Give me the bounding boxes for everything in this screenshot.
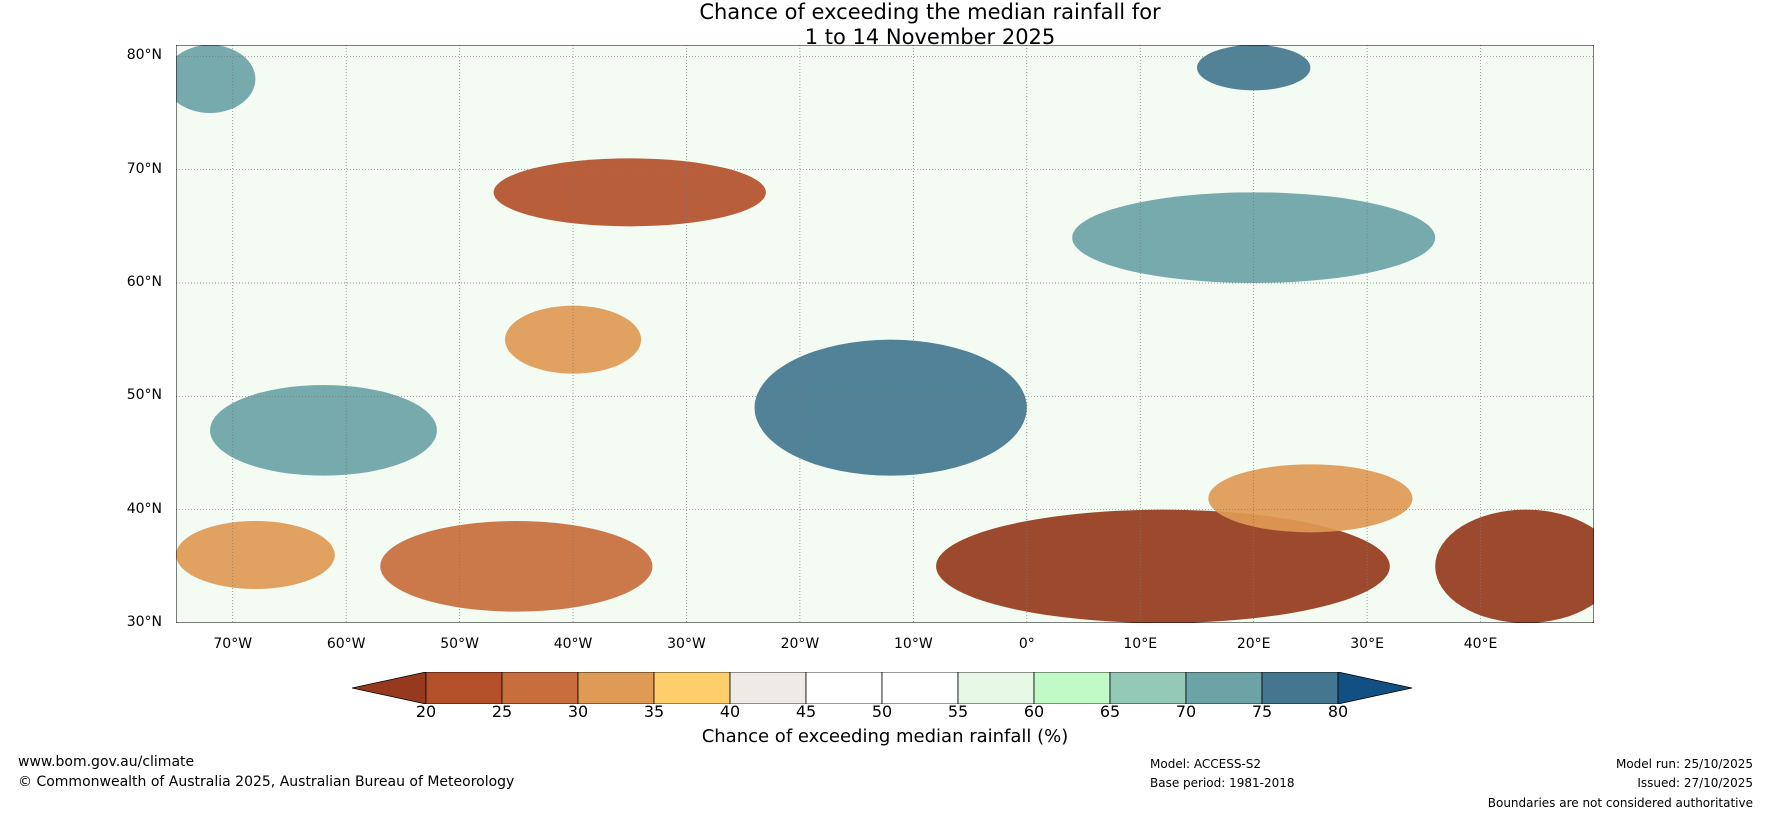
graticule <box>176 45 1594 623</box>
map-background <box>176 45 1594 623</box>
region-svalbard-wet <box>1196 45 1311 91</box>
website-link[interactable]: www.bom.gov.au/climate <box>18 754 195 770</box>
colorbar-bin <box>577 672 655 704</box>
region-med-north-africa-dry <box>936 509 1390 623</box>
lon-label: 0° <box>1018 636 1035 652</box>
colorbar-tick-label: 25 <box>491 702 513 721</box>
lon-label: 70°W <box>213 636 253 652</box>
colorbar-bin <box>1033 672 1111 704</box>
copyright-notice: © Commonwealth of Australia 2025, Austra… <box>18 774 515 790</box>
lat-label: 40°N <box>126 500 162 517</box>
colorbar-tick-label: 75 <box>1251 702 1273 721</box>
region-greenland-dry <box>493 158 766 227</box>
lon-label: 20°E <box>1236 636 1271 652</box>
region-west-atlantic-dry <box>176 521 335 589</box>
lon-label: 20°W <box>780 636 820 652</box>
colorbar-bin <box>1185 672 1263 704</box>
colorbar-tick-label: 30 <box>567 702 589 721</box>
colorbar-tick-label: 70 <box>1175 702 1197 721</box>
lon-label: 60°W <box>326 636 366 652</box>
region-britain-wet <box>754 339 1027 476</box>
lat-label: 30°N <box>126 614 162 630</box>
colorbar-tick-label: 35 <box>643 702 665 721</box>
colorbar-tick-label: 45 <box>795 702 817 721</box>
lat-label: 70°N <box>126 160 162 177</box>
lon-label: 30°E <box>1350 636 1384 652</box>
region-middle-east-dry <box>1435 509 1594 623</box>
lat-label: 80°N <box>126 47 162 64</box>
colorbar-bin <box>805 672 883 704</box>
lon-label: 40°W <box>553 636 593 652</box>
lon-label: 10°E <box>1123 636 1158 652</box>
colorbar-bin <box>653 672 731 704</box>
boundaries-disclaimer: Boundaries are not considered authoritat… <box>1487 796 1753 810</box>
lat-label: 50°N <box>126 387 162 404</box>
lon-label: 50°W <box>440 636 479 652</box>
title-line-1: Chance of exceeding the median rainfall … <box>699 0 1161 24</box>
colorbar-title: Chance of exceeding median rainfall (%) <box>701 726 1069 747</box>
colorbar-bin <box>425 672 503 704</box>
colorbar-bin <box>957 672 1035 704</box>
colorbar-tick-label: 40 <box>719 702 741 721</box>
colorbar <box>352 672 1413 704</box>
lon-label: 10°W <box>894 636 933 652</box>
colorbar-high-extension <box>1337 672 1413 704</box>
colorbar-bin <box>729 672 807 704</box>
region-subtropical-atlantic-dry <box>380 521 653 612</box>
map-title: Chance of exceeding the median rainfall … <box>0 0 1770 50</box>
region-labrador-wet <box>210 385 437 476</box>
colorbar-tick-label: 20 <box>415 702 437 721</box>
colorbar-tick-label: 80 <box>1327 702 1349 721</box>
colorbar-tick-label: 60 <box>1023 702 1045 721</box>
region-arctic-wet <box>176 45 256 113</box>
lon-label: 30°W <box>667 636 706 652</box>
colorbar-bin <box>1109 672 1187 704</box>
colorbar-tick-label: 55 <box>947 702 969 721</box>
issued-date: Issued: 27/10/2025 <box>1637 776 1753 790</box>
colorbar-tick-label: 65 <box>1099 702 1121 721</box>
model-name: Model: ACCESS-S2 <box>1150 757 1262 771</box>
colorbar-tick-label: 50 <box>871 702 893 721</box>
base-period: Base period: 1981-2018 <box>1150 776 1295 790</box>
lon-label: 40°E <box>1463 636 1498 652</box>
colorbar-low-extension <box>352 672 427 704</box>
model-run-date: Model run: 25/10/2025 <box>1615 757 1753 771</box>
colorbar-bin <box>1261 672 1339 704</box>
lat-label: 60°N <box>126 274 162 290</box>
colorbar-bin <box>881 672 959 704</box>
region-balkans-dry <box>1208 464 1413 533</box>
colorbar-bin <box>501 672 579 704</box>
rainfall-map <box>176 45 1594 623</box>
